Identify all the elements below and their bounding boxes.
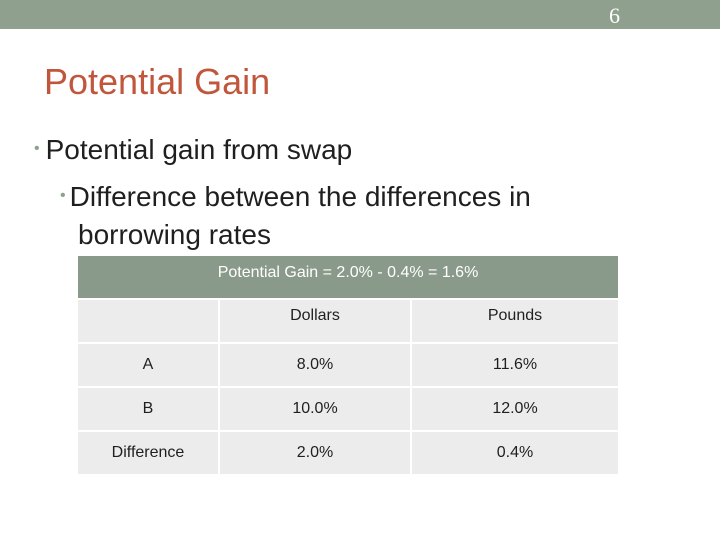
bullet-dot-icon: • <box>34 140 40 157</box>
table-row: Difference 2.0% 0.4% <box>78 432 618 476</box>
table-row: A 8.0% 11.6% <box>78 344 618 388</box>
top-bar: 6 <box>0 0 720 29</box>
bullet-level2: • Difference between the differences in b… <box>60 177 660 254</box>
table-header: Potential Gain = 2.0% - 0.4% = 1.6% <box>78 256 618 300</box>
dollars-cell: 8.0% <box>220 344 412 386</box>
slide-number: 6 <box>609 3 620 28</box>
pounds-cell: 0.4% <box>496 444 534 461</box>
bullet-level1: • Potential gain from swap <box>34 134 352 166</box>
slide-title: Potential Gain <box>44 61 271 102</box>
bullet-level2-text-line2: borrowing rates <box>78 219 271 250</box>
row-label: Difference <box>78 432 220 474</box>
column-header-dollars: Dollars <box>220 300 412 342</box>
dollars-cell: 10.0% <box>220 388 412 430</box>
pounds-cell: 11.6% <box>492 356 538 373</box>
bullet-level1-text: Potential gain from swap <box>45 134 353 165</box>
dollars-cell: 2.0% <box>220 432 412 474</box>
column-header-empty <box>78 300 220 342</box>
table-row: B 10.0% 12.0% <box>78 388 618 432</box>
table-column-header-row: Dollars Pounds <box>78 300 618 344</box>
column-header-pounds: Pounds <box>487 307 543 324</box>
row-label: B <box>78 388 220 430</box>
pounds-cell: 12.0% <box>492 400 538 417</box>
bullet-level2-text-line1: Difference between the differences in <box>69 181 531 212</box>
row-label: A <box>78 344 220 386</box>
bullet-dot-icon: • <box>60 187 66 204</box>
rates-table: Potential Gain = 2.0% - 0.4% = 1.6% Doll… <box>78 256 618 476</box>
